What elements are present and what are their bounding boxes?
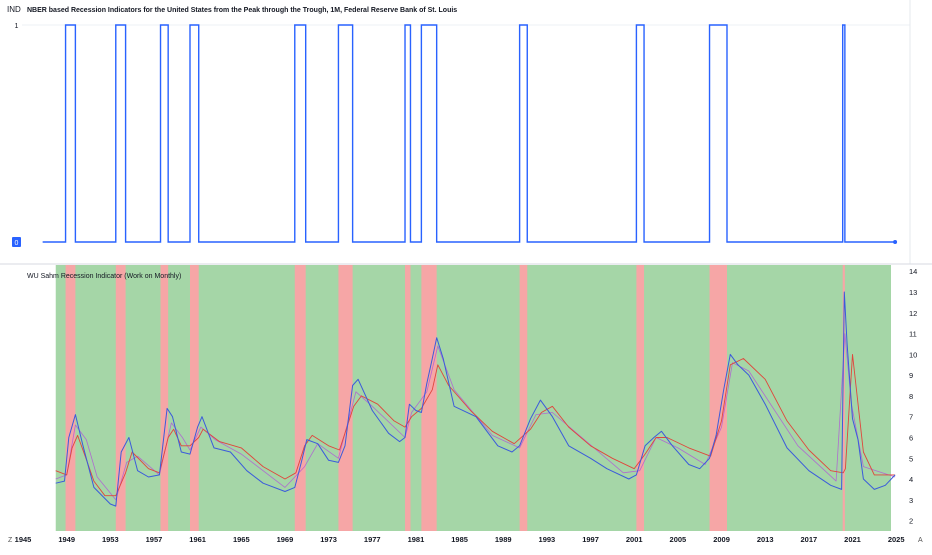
time-axis-ticks: 1945 1949 1953 1957 1961 1965 1969 1973 1977 1981… xyxy=(15,535,905,544)
x-tick-label: 1965 xyxy=(233,535,250,544)
y-tick-label: 3 xyxy=(909,496,913,505)
y-tick-label: 12 xyxy=(909,309,917,318)
x-tick-label: 2005 xyxy=(670,535,687,544)
y-tick-label: 9 xyxy=(909,371,913,380)
x-tick-label: 1977 xyxy=(364,535,381,544)
x-tick-label: 2021 xyxy=(844,535,861,544)
y-tick-label: 0 xyxy=(15,240,19,247)
y-tick-label: 1 xyxy=(15,23,19,30)
y-tick-label: 2 xyxy=(909,517,913,526)
recession-band xyxy=(338,265,353,531)
recession-band xyxy=(65,265,76,531)
y-tick-label: 14 xyxy=(909,267,917,276)
recession-indicator-line xyxy=(42,24,896,243)
y-tick-label: 8 xyxy=(909,392,913,401)
current-value-badge xyxy=(12,237,21,247)
sahm-y-axis: 2 3 4 5 6 7 8 9 10 11 12 13 14 xyxy=(909,267,917,525)
x-tick-label: 1993 xyxy=(539,535,556,544)
x-tick-label: 1957 xyxy=(146,535,163,544)
x-tick-label: 2009 xyxy=(713,535,730,544)
recession-band xyxy=(189,265,199,531)
recession-band xyxy=(160,265,169,531)
recession-band xyxy=(519,265,528,531)
recession-band xyxy=(115,265,126,531)
indicator-y-axis: 01 xyxy=(12,23,21,247)
x-tick-label: 2017 xyxy=(801,535,818,544)
indicator-series xyxy=(42,24,898,244)
x-tick-label: 1981 xyxy=(408,535,425,544)
auto-scale-button[interactable]: A xyxy=(918,537,923,544)
x-tick-label: 1973 xyxy=(320,535,337,544)
moving-average-line xyxy=(55,353,896,497)
sahm-title: WU Sahm Recession Indicator (Work on Mon… xyxy=(27,273,181,280)
indicator-pane[interactable]: IND NBER based Recession Indicators for … xyxy=(7,0,911,264)
unemployment-line xyxy=(55,291,896,507)
x-tick-label: 1953 xyxy=(102,535,119,544)
fast-average-line xyxy=(55,333,896,501)
x-tick-label: 1969 xyxy=(277,535,294,544)
zoom-button[interactable]: Z xyxy=(8,537,13,544)
recession-band xyxy=(405,265,411,531)
regime-bands xyxy=(55,265,891,531)
x-tick-label: 1961 xyxy=(189,535,206,544)
expansion-background xyxy=(55,265,891,531)
y-tick-label: 11 xyxy=(909,330,917,339)
y-tick-label: 7 xyxy=(909,413,913,422)
recession-band xyxy=(636,265,645,531)
recession-band xyxy=(294,265,306,531)
x-tick-label: 2025 xyxy=(888,535,905,544)
scale-label: IND xyxy=(7,5,21,14)
x-tick-label: 1945 xyxy=(15,535,32,544)
recession-band xyxy=(709,265,727,531)
x-tick-label: 1949 xyxy=(58,535,75,544)
sahm-pane[interactable]: WU Sahm Recession Indicator (Work on Mon… xyxy=(27,265,917,531)
recession-band xyxy=(842,265,845,531)
y-tick-label: 13 xyxy=(909,288,917,297)
y-tick-label: 10 xyxy=(909,350,917,359)
y-tick-label: 4 xyxy=(909,475,913,484)
last-value-marker xyxy=(893,240,898,244)
x-tick-label: 1985 xyxy=(451,535,468,544)
indicator-title: NBER based Recession Indicators for the … xyxy=(27,7,457,14)
y-tick-label: 5 xyxy=(909,454,913,463)
x-tick-label: 1989 xyxy=(495,535,512,544)
sahm-series xyxy=(55,291,896,507)
time-axis[interactable]: 1945 1949 1953 1957 1961 1965 1969 1973 1977 1981… xyxy=(15,535,905,544)
recession-band xyxy=(421,265,437,531)
x-tick-label: 1997 xyxy=(582,535,599,544)
y-tick-label: 6 xyxy=(909,433,913,442)
x-tick-label: 2013 xyxy=(757,535,774,544)
x-tick-label: 2001 xyxy=(626,535,643,544)
